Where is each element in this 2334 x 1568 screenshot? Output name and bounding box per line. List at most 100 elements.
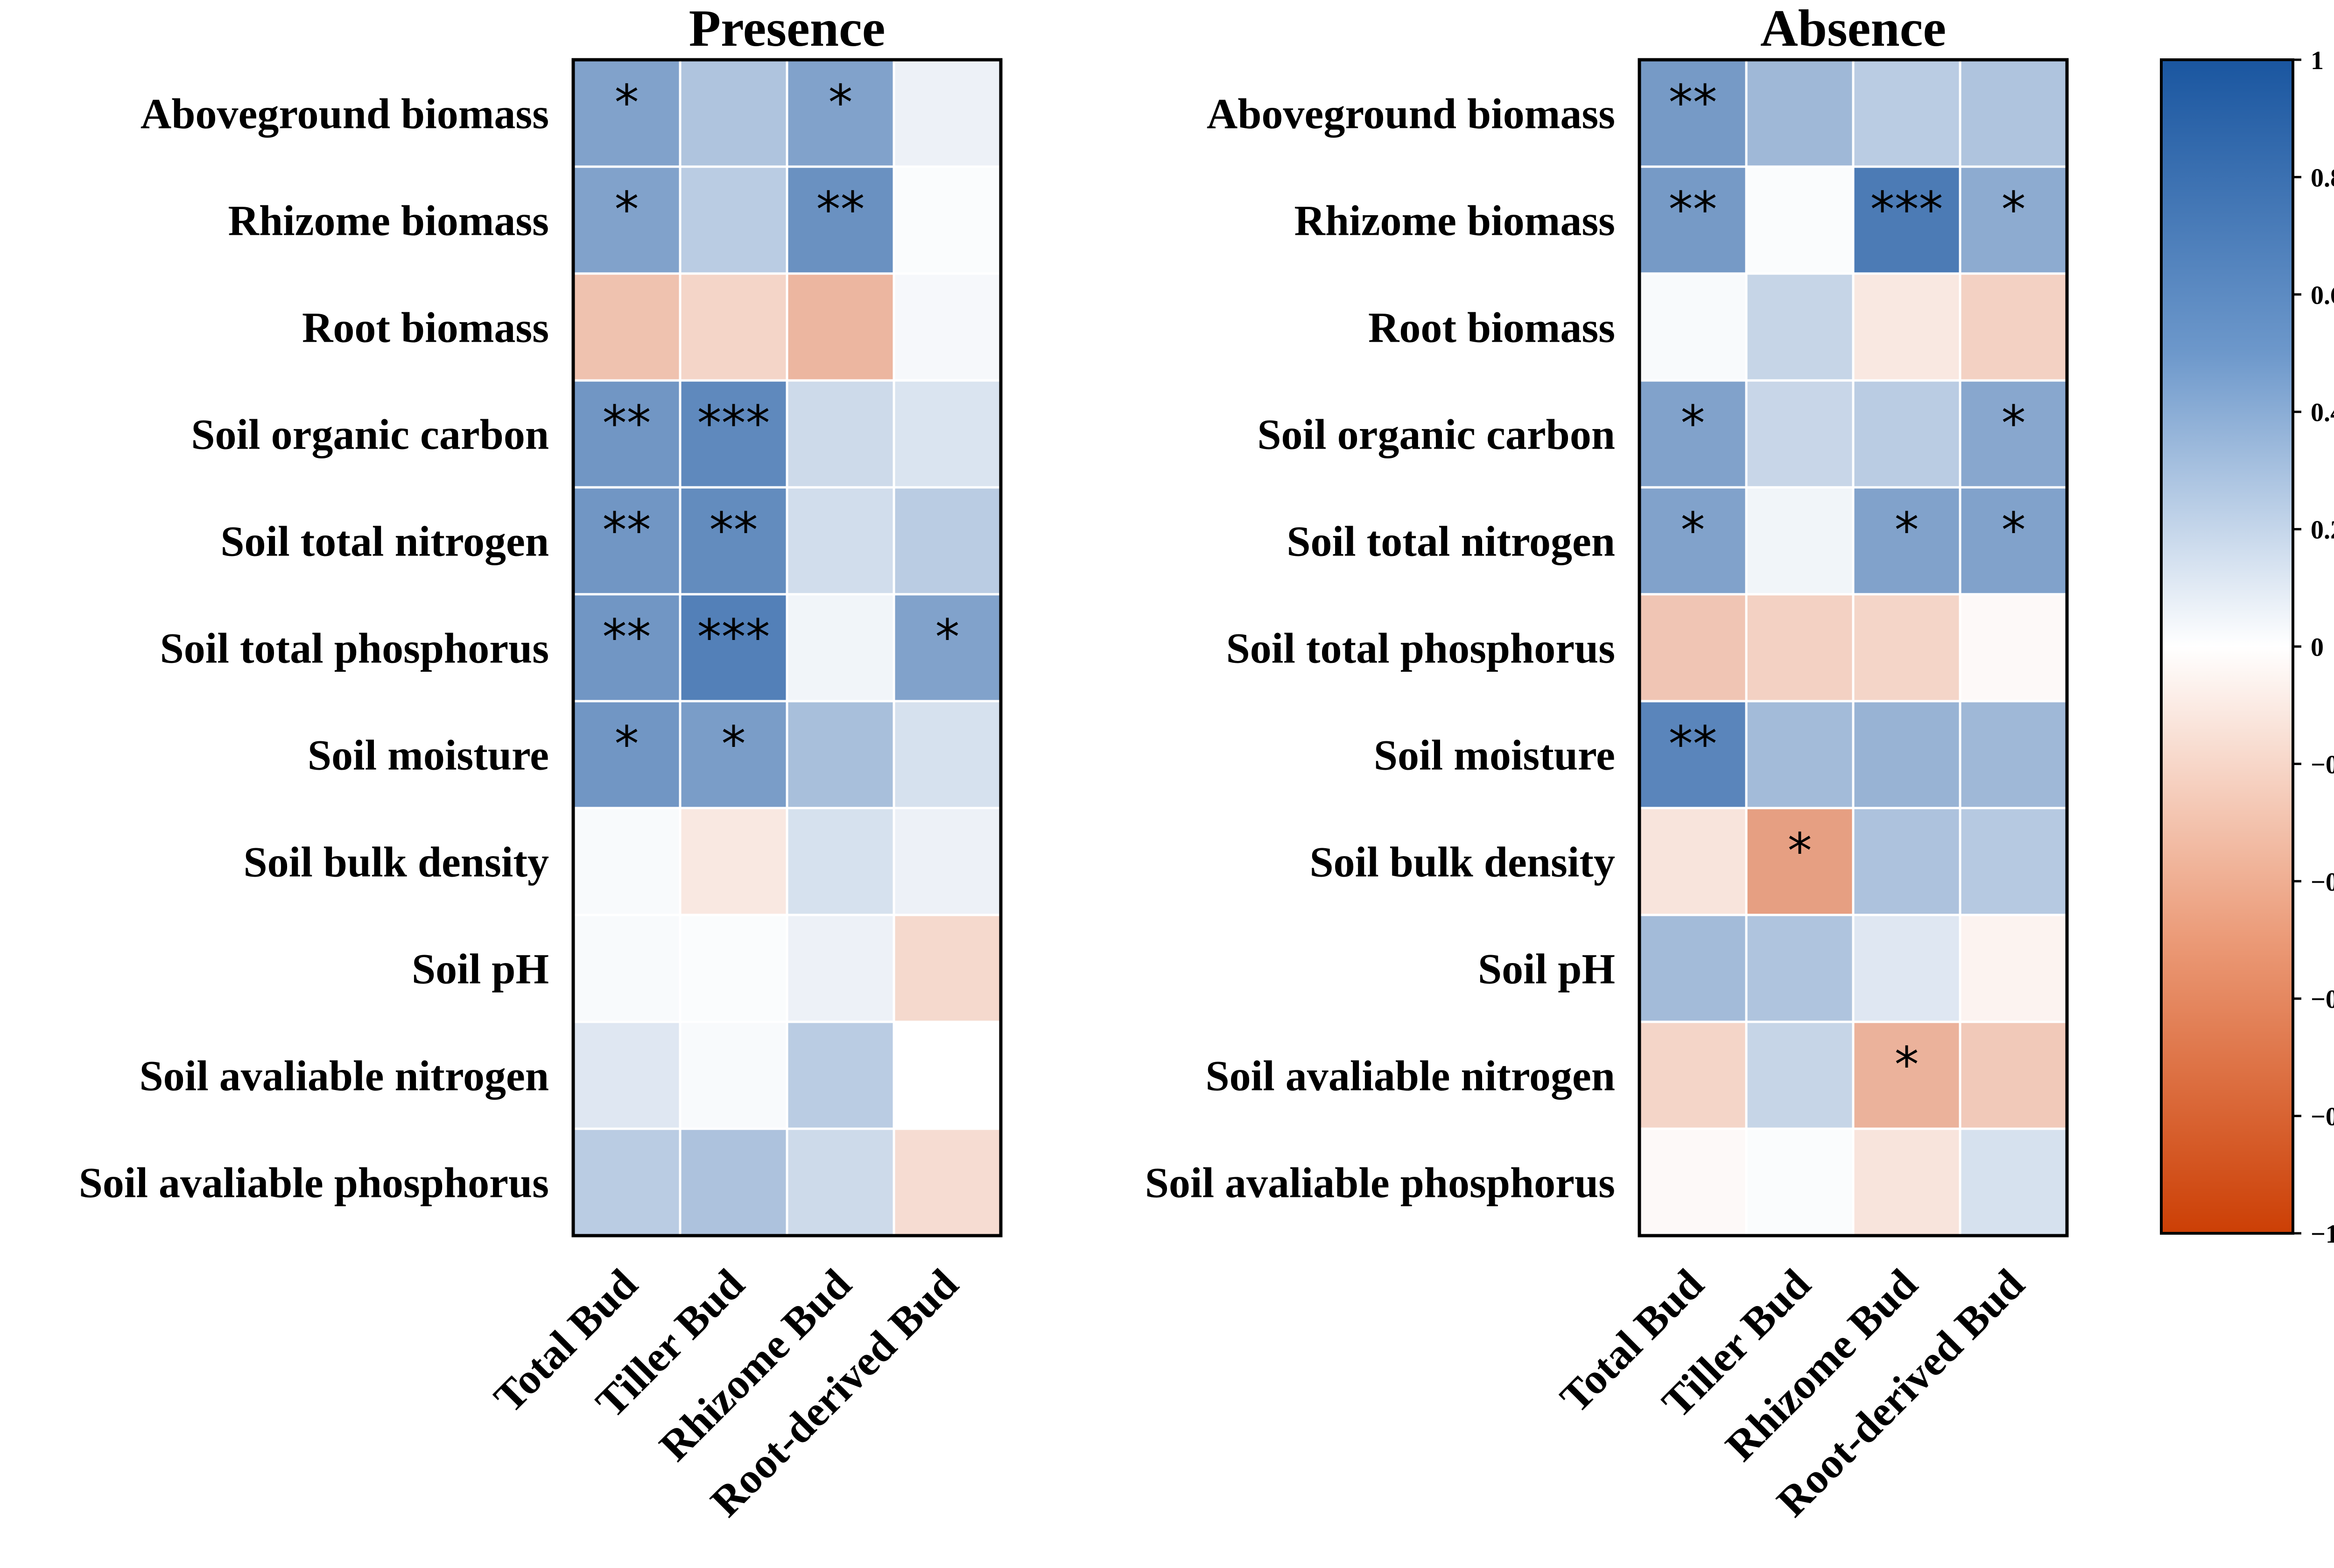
presence-cell-soil-avaliable-nitrogen-tiller-bud bbox=[679, 1020, 788, 1130]
presence-row-label-soil-ph: Soil pH bbox=[412, 945, 549, 993]
presence-row-label-soil-avaliable-nitrogen: Soil avaliable nitrogen bbox=[139, 1052, 549, 1100]
presence-row-label-root-biomass: Root biomass bbox=[302, 304, 549, 352]
absence-cell-soil-avaliable-nitrogen-total-bud bbox=[1638, 1020, 1748, 1130]
absence-cell-rhizome-biomass-root-derived-bud bbox=[1959, 165, 2068, 275]
presence-row-label-soil-avaliable-phosphorus: Soil avaliable phosphorus bbox=[79, 1159, 549, 1207]
absence-cell-soil-bulk-density-tiller-bud bbox=[1745, 807, 1855, 916]
absence-row-label-soil-ph: Soil pH bbox=[1478, 945, 1615, 993]
absence-cell-root-biomass-tiller-bud bbox=[1745, 272, 1855, 382]
presence-heatmap-frame bbox=[571, 58, 1003, 1238]
presence-row-label-soil-organic-carbon: Soil organic carbon bbox=[191, 411, 549, 458]
colorbar-tick-label: 0.6 bbox=[2311, 281, 2334, 310]
absence-cell-soil-moisture-root-derived-bud bbox=[1959, 700, 2068, 809]
presence-cell-soil-total-phosphorus-tiller-bud bbox=[679, 593, 788, 703]
colorbar-tick-label: 0.2 bbox=[2311, 516, 2334, 545]
presence-cell-soil-organic-carbon-rhizome-bud bbox=[786, 379, 895, 489]
absence-significance-rhizome-biomass-rhizome-bud: *** bbox=[1870, 181, 1943, 238]
presence-row-label-aboveground-biomass: Aboveground biomass bbox=[141, 90, 549, 138]
absence-cell-soil-avaliable-phosphorus-rhizome-bud bbox=[1852, 1127, 1961, 1237]
absence-cell-soil-total-phosphorus-root-derived-bud bbox=[1959, 593, 2068, 703]
colorbar-tick-label: −1 bbox=[2311, 1220, 2334, 1249]
absence-cell-root-biomass-total-bud bbox=[1638, 272, 1748, 382]
absence-cell-soil-total-phosphorus-tiller-bud bbox=[1745, 593, 1855, 703]
absence-row-label-soil-moisture: Soil moisture bbox=[1374, 731, 1615, 779]
presence-row-label-soil-total-phosphorus: Soil total phosphorus bbox=[160, 625, 549, 672]
colorbar-tick-label: 0 bbox=[2311, 633, 2324, 662]
colorbar-tick-label: 1 bbox=[2311, 46, 2324, 75]
absence-cell-soil-organic-carbon-total-bud bbox=[1638, 379, 1748, 489]
presence-cell-soil-avaliable-phosphorus-total-bud bbox=[572, 1127, 682, 1237]
absence-significance-soil-organic-carbon-total-bud: * bbox=[1681, 395, 1705, 452]
presence-row-label-soil-total-nitrogen: Soil total nitrogen bbox=[220, 518, 549, 565]
presence-cell-soil-organic-carbon-root-derived-bud bbox=[893, 379, 1002, 489]
presence-cell-soil-total-nitrogen-root-derived-bud bbox=[893, 486, 1002, 596]
presence-cell-soil-avaliable-nitrogen-rhizome-bud bbox=[786, 1020, 895, 1130]
absence-row-label-aboveground-biomass: Aboveground biomass bbox=[1207, 90, 1615, 138]
absence-cell-soil-total-phosphorus-total-bud bbox=[1638, 593, 1748, 703]
absence-cell-soil-total-nitrogen-rhizome-bud bbox=[1852, 486, 1961, 596]
absence-cell-soil-avaliable-phosphorus-total-bud bbox=[1638, 1127, 1748, 1237]
absence-cell-aboveground-biomass-rhizome-bud bbox=[1852, 58, 1961, 168]
presence-cell-soil-moisture-total-bud bbox=[572, 700, 682, 809]
absence-cell-aboveground-biomass-root-derived-bud bbox=[1959, 58, 2068, 168]
presence-cell-soil-avaliable-phosphorus-root-derived-bud bbox=[893, 1127, 1002, 1237]
absence-cell-soil-total-nitrogen-tiller-bud bbox=[1745, 486, 1855, 596]
absence-cell-soil-ph-total-bud bbox=[1638, 914, 1748, 1023]
presence-cell-aboveground-biomass-tiller-bud bbox=[679, 58, 788, 168]
colorbar-tick-label: −0.8 bbox=[2311, 1103, 2334, 1132]
absence-cell-aboveground-biomass-tiller-bud bbox=[1745, 58, 1855, 168]
absence-cell-rhizome-biomass-total-bud bbox=[1638, 165, 1748, 275]
absence-cell-soil-moisture-rhizome-bud bbox=[1852, 700, 1961, 809]
presence-cell-soil-avaliable-phosphorus-rhizome-bud bbox=[786, 1127, 895, 1237]
colorbar-tick-label: −0.4 bbox=[2311, 868, 2334, 897]
colorbar-tick-label: 0.4 bbox=[2311, 398, 2334, 427]
absence-cell-soil-moisture-tiller-bud bbox=[1745, 700, 1855, 809]
presence-significance-soil-organic-carbon-tiller-bud: *** bbox=[697, 395, 770, 452]
absence-cell-soil-avaliable-nitrogen-root-derived-bud bbox=[1959, 1020, 2068, 1130]
presence-significance-soil-total-nitrogen-total-bud: ** bbox=[603, 502, 651, 559]
absence-cell-rhizome-biomass-tiller-bud bbox=[1745, 165, 1855, 275]
presence-cell-soil-bulk-density-rhizome-bud bbox=[786, 807, 895, 916]
absence-cell-soil-avaliable-nitrogen-rhizome-bud bbox=[1852, 1020, 1961, 1130]
absence-significance-soil-avaliable-nitrogen-rhizome-bud: * bbox=[1895, 1036, 1919, 1093]
absence-cell-soil-avaliable-phosphorus-root-derived-bud bbox=[1959, 1127, 2068, 1237]
absence-cell-soil-bulk-density-root-derived-bud bbox=[1959, 807, 2068, 916]
presence-cell-soil-total-phosphorus-rhizome-bud bbox=[786, 593, 895, 703]
presence-cell-soil-moisture-rhizome-bud bbox=[786, 700, 895, 809]
colorbar-tick-label: −0.2 bbox=[2311, 750, 2334, 779]
presence-significance-soil-total-phosphorus-total-bud: ** bbox=[603, 609, 651, 666]
absence-row-label-soil-bulk-density: Soil bulk density bbox=[1309, 838, 1615, 886]
absence-cell-soil-total-phosphorus-rhizome-bud bbox=[1852, 593, 1961, 703]
presence-cell-aboveground-biomass-rhizome-bud bbox=[786, 58, 895, 168]
absence-panel: Absence**** *** ** ** * *****Aboveground biom… bbox=[1145, 0, 2069, 1526]
presence-row-label-soil-moisture: Soil moisture bbox=[308, 731, 549, 779]
absence-row-label-rhizome-biomass: Rhizome biomass bbox=[1294, 197, 1615, 245]
colorbar-gradient bbox=[2160, 58, 2294, 1235]
presence-cell-soil-avaliable-nitrogen-root-derived-bud bbox=[893, 1020, 1002, 1130]
presence-cell-root-biomass-root-derived-bud bbox=[893, 272, 1002, 382]
absence-cell-root-biomass-rhizome-bud bbox=[1852, 272, 1961, 382]
absence-cell-soil-avaliable-phosphorus-tiller-bud bbox=[1745, 1127, 1855, 1237]
absence-significance-rhizome-biomass-total-bud: ** bbox=[1669, 181, 1717, 238]
colorbar-tick-label: 0.8 bbox=[2311, 163, 2334, 192]
presence-cell-soil-ph-root-derived-bud bbox=[893, 914, 1002, 1023]
presence-cell-soil-total-nitrogen-rhizome-bud bbox=[786, 486, 895, 596]
presence-cell-soil-moisture-root-derived-bud bbox=[893, 700, 1002, 809]
presence-significance-aboveground-biomass-total-bud: * bbox=[615, 74, 639, 131]
absence-cell-soil-ph-rhizome-bud bbox=[1852, 914, 1961, 1023]
presence-significance-soil-moisture-total-bud: * bbox=[615, 716, 639, 773]
absence-significance-soil-moisture-total-bud: ** bbox=[1669, 716, 1717, 773]
presence-cell-root-biomass-rhizome-bud bbox=[786, 272, 895, 382]
absence-row-label-soil-total-phosphorus: Soil total phosphorus bbox=[1226, 625, 1615, 672]
presence-significance-rhizome-biomass-total-bud: * bbox=[615, 181, 639, 238]
presence-row-label-rhizome-biomass: Rhizome biomass bbox=[228, 197, 549, 245]
presence-significance-soil-total-phosphorus-root-derived-bud: * bbox=[935, 609, 960, 666]
presence-cell-soil-total-nitrogen-tiller-bud bbox=[679, 486, 788, 596]
absence-cell-root-biomass-root-derived-bud bbox=[1959, 272, 2068, 382]
absence-significance-soil-organic-carbon-root-derived-bud: * bbox=[2002, 395, 2026, 452]
absence-cell-soil-ph-root-derived-bud bbox=[1959, 914, 2068, 1023]
presence-cell-soil-bulk-density-total-bud bbox=[572, 807, 682, 916]
absence-significance-soil-total-nitrogen-rhizome-bud: * bbox=[1895, 502, 1919, 559]
absence-heatmap-frame bbox=[1638, 58, 2069, 1238]
